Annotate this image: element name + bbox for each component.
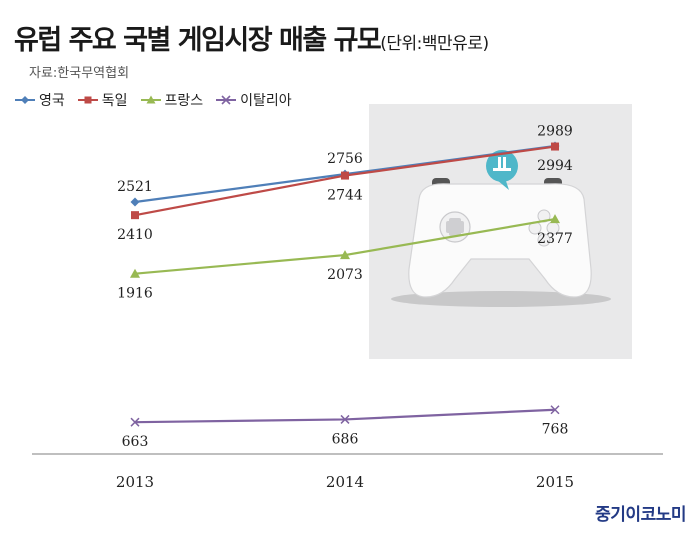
legend-marker-diamond-icon	[15, 96, 35, 104]
data-label-germany-2015: 2989	[537, 124, 573, 140]
point-uk-2013	[130, 197, 140, 207]
title-unit: (단위:백만유로)	[380, 34, 489, 54]
data-label-germany-2014: 2744	[327, 188, 363, 204]
point-france-2015	[550, 214, 560, 224]
data-label-italy-2015: 768	[542, 422, 569, 438]
x-tick-label-2014: 2014	[326, 473, 364, 491]
point-germany-2013	[131, 211, 139, 220]
data-label-uk-2013: 2521	[117, 179, 153, 195]
data-labels-layer: 2521 2756 2994 2410 2744 2989 1916 2073 2377 663 6…	[117, 124, 573, 451]
series-line-france	[134, 217, 556, 275]
legend-item-france: 프랑스	[140, 90, 204, 110]
game-controller-photo	[369, 104, 632, 359]
legend-item-germany: 독일	[77, 90, 128, 110]
legend-label-france: 프랑스	[164, 93, 204, 109]
series-layer	[130, 141, 560, 427]
legend-marker-square-icon	[77, 96, 98, 104]
point-germany-2014	[341, 171, 349, 180]
data-label-germany-2013: 2410	[117, 227, 153, 243]
point-germany-2015	[551, 142, 559, 151]
legend-label-uk: 영국	[39, 93, 65, 109]
data-label-uk-2015: 2994	[537, 158, 573, 174]
data-label-france-2015: 2377	[537, 231, 573, 247]
data-label-italy-2013: 663	[122, 434, 149, 450]
source-note: 자료:한국무역협회	[29, 66, 130, 81]
data-label-france-2014: 2073	[327, 267, 363, 283]
legend: 영국 독일 프랑스 이탈리아	[14, 90, 304, 110]
legend-label-germany: 독일	[101, 93, 128, 109]
legend-marker-x-icon	[216, 95, 237, 105]
point-italy-2015	[550, 405, 560, 415]
legend-marker-triangle-icon	[140, 95, 161, 104]
x-tick-label-2013: 2013	[116, 473, 154, 491]
legend-label-italy: 이탈리아	[240, 93, 292, 109]
legend-item-italy: 이탈리아	[215, 90, 292, 110]
point-italy-2014	[340, 414, 350, 424]
x-tick-label-2015: 2015	[536, 473, 574, 491]
game-controller-icon	[391, 150, 611, 307]
point-france-2013	[130, 268, 140, 278]
title-main: 유럽 주요 국별 게임시장 매출 규모	[14, 25, 382, 56]
chart-title: 유럽 주요 국별 게임시장 매출 규모(단위:백만유로)	[14, 18, 489, 57]
x-ticks-layer: 2013 2014 2015	[116, 473, 574, 491]
data-label-italy-2014: 686	[332, 431, 359, 447]
brand-logo: 중기이코노미	[595, 505, 686, 525]
data-label-france-2013: 1916	[117, 286, 153, 302]
point-italy-2013	[130, 417, 140, 427]
data-label-uk-2014: 2756	[327, 151, 363, 167]
legend-item-uk: 영국	[14, 90, 65, 110]
point-france-2014	[340, 250, 350, 260]
